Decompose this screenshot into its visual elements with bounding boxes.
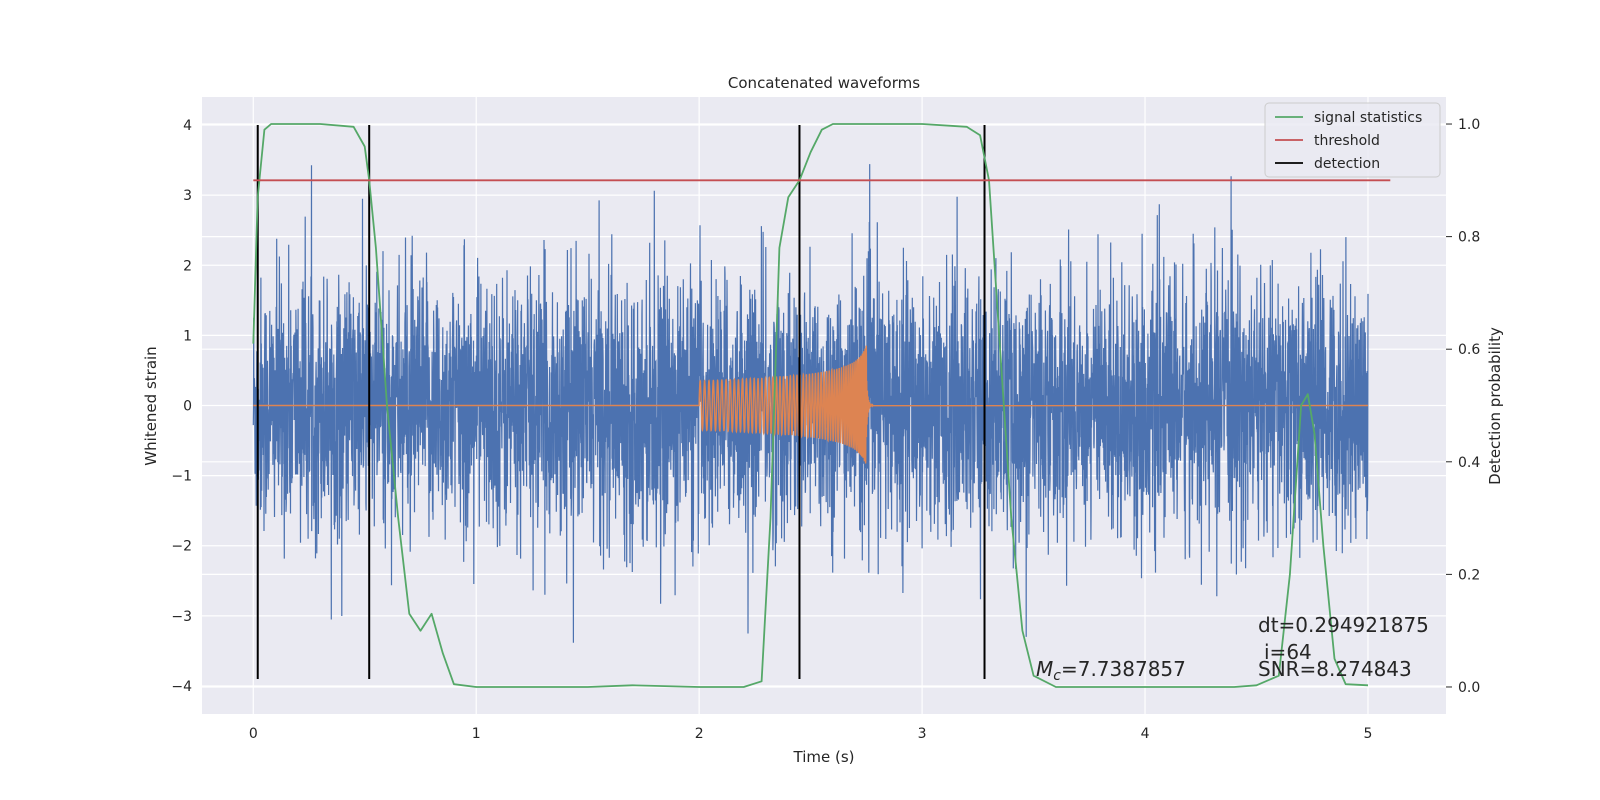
y-left-tick-label: 4 — [183, 118, 192, 134]
y-right-tick-label: 1.0 — [1458, 117, 1480, 133]
y-left-tick-label: −2 — [171, 539, 192, 555]
y-left-tick-label: 3 — [183, 188, 192, 204]
statistics-series — [252, 123, 1391, 688]
injected-signal-trace — [253, 345, 1368, 464]
x-tick-label: 2 — [695, 726, 704, 742]
chart-title: Concatenated waveforms — [728, 74, 920, 92]
legend-label-statistics: signal statistics — [1314, 110, 1422, 126]
y-right-tick-label: 0.0 — [1458, 680, 1480, 696]
legend-box — [1264, 102, 1441, 178]
y-right-tick-label: 0.6 — [1458, 342, 1480, 358]
y-left-tick-label: −4 — [171, 679, 192, 695]
y-left-tick-label: 1 — [183, 328, 192, 344]
annotation-i: i=64 — [1264, 640, 1312, 664]
y-right-tick-label: 0.8 — [1458, 230, 1480, 246]
legend-label-detection: detection — [1314, 156, 1380, 172]
x-tick-label: 0 — [249, 726, 258, 742]
y-left-axis-label: Whitened strain — [142, 346, 160, 465]
signal-statistics-line — [252, 123, 1369, 688]
y-right-tick-label: 0.4 — [1458, 455, 1480, 471]
annotation-dt: dt=0.294921875 — [1258, 613, 1429, 637]
y-left-tick-label: 2 — [183, 258, 192, 274]
x-tick-label: 1 — [472, 726, 481, 742]
annotation-snr: SNR=8.274843 — [1258, 657, 1412, 681]
tick-labels: 0 1 2 3 4 5 −4 −3 −2 −1 0 1 2 3 4 0.0 0.2 0.4 0.6 0.8 1.0 — [171, 117, 1480, 742]
y-right-axis-label: Detection probability — [1486, 327, 1504, 485]
x-axis-label: Time (s) — [793, 748, 855, 766]
y-left-tick-label: −3 — [171, 609, 192, 625]
legend: signal statistics threshold detection — [1264, 102, 1441, 178]
y-left-tick-label: −1 — [171, 469, 192, 485]
x-tick-label: 5 — [1364, 726, 1373, 742]
injected-signal-series — [253, 345, 1368, 464]
y-left-tick-label: 0 — [183, 399, 192, 415]
y-right-tick-label: 0.2 — [1458, 567, 1480, 583]
x-tick-label: 3 — [918, 726, 927, 742]
x-tick-label: 4 — [1141, 726, 1150, 742]
annotation-mc: Mc=7.7387857 — [1036, 657, 1186, 684]
legend-label-threshold: threshold — [1314, 133, 1380, 149]
